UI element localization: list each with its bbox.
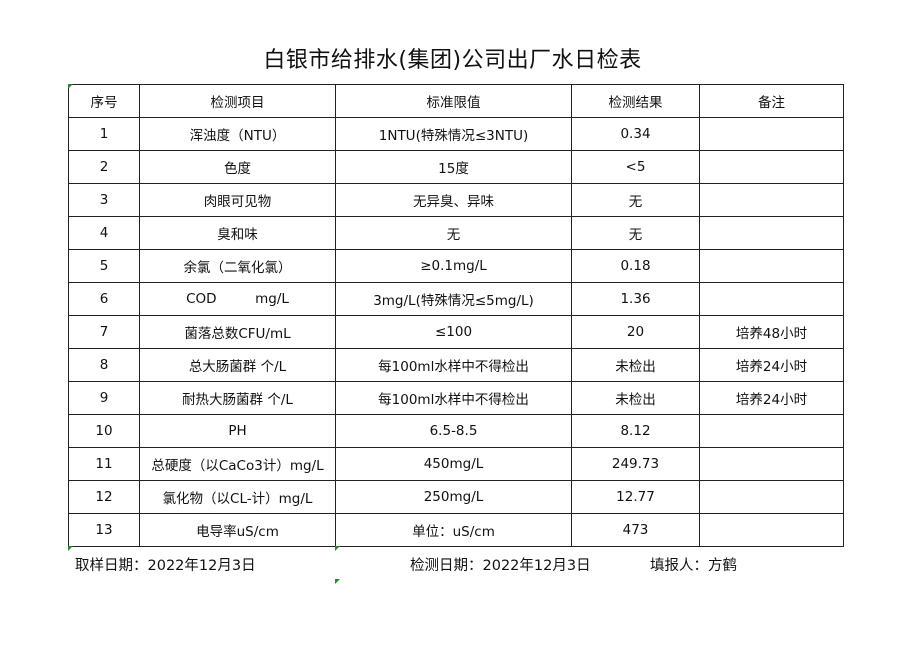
cell-remark <box>699 249 844 283</box>
cell-serial: 7 <box>68 315 140 349</box>
cell-standard: 450mg/L <box>335 447 572 481</box>
cell-remark <box>699 117 844 151</box>
cell-remark <box>699 183 844 217</box>
cell-standard: 6.5-8.5 <box>335 414 572 448</box>
cell-remark <box>699 447 844 481</box>
sample-date: 取样日期：2022年12月3日 <box>75 558 256 574</box>
cell-result: 0.18 <box>571 249 700 283</box>
header-result: 检测结果 <box>571 84 700 118</box>
cell-result: 未检出 <box>571 348 700 382</box>
cell-serial: 3 <box>68 183 140 217</box>
cell-result: 无 <box>571 216 700 250</box>
cell-standard: ≥0.1mg/L <box>335 249 572 283</box>
cell-item: 肉眼可见物 <box>139 183 336 217</box>
table-row: 11 总硬度（以CaCo3计）mg/L 450mg/L 249.73 <box>68 447 844 481</box>
cell-item: PH <box>139 414 336 448</box>
cell-item: 余氯（二氧化氯） <box>139 249 336 283</box>
header-row: 序号 检测项目 标准限值 检测结果 备注 <box>68 84 844 118</box>
cell-serial: 10 <box>68 414 140 448</box>
cell-standard: 1NTU(特殊情况≤3NTU) <box>335 117 572 151</box>
table-row: 8 总大肠菌群 个/L 每100ml水样中不得检出 未检出 培养24小时 <box>68 348 844 382</box>
cell-serial: 12 <box>68 480 140 514</box>
cell-remark <box>699 216 844 250</box>
cell-item: 总大肠菌群 个/L <box>139 348 336 382</box>
table-row: 2 色度 15度 <5 <box>68 150 844 184</box>
cell-item: 臭和味 <box>139 216 336 250</box>
header-serial: 序号 <box>68 84 140 118</box>
cell-standard: 3mg/L(特殊情况≤5mg/L) <box>335 282 572 316</box>
table-row: 9 耐热大肠菌群 个/L 每100ml水样中不得检出 未检出 培养24小时 <box>68 381 844 415</box>
cell-remark <box>699 282 844 316</box>
cell-standard: ≤100 <box>335 315 572 349</box>
cell-standard: 每100ml水样中不得检出 <box>335 381 572 415</box>
cell-result: 473 <box>571 513 700 547</box>
cell-item: 菌落总数CFU/mL <box>139 315 336 349</box>
cell-remark <box>699 414 844 448</box>
cell-result: 8.12 <box>571 414 700 448</box>
cell-item: 耐热大肠菌群 个/L <box>139 381 336 415</box>
cell-standard: 无 <box>335 216 572 250</box>
cell-serial: 13 <box>68 513 140 547</box>
cell-result: 无 <box>571 183 700 217</box>
cell-serial: 8 <box>68 348 140 382</box>
cell-result: 12.77 <box>571 480 700 514</box>
header-standard: 标准限值 <box>335 84 572 118</box>
table-row: 10 PH 6.5-8.5 8.12 <box>68 414 844 448</box>
cell-item: 电导率uS/cm <box>139 513 336 547</box>
table-row: 1 浑浊度（NTU） 1NTU(特殊情况≤3NTU) 0.34 <box>68 117 844 151</box>
table-row: 7 菌落总数CFU/mL ≤100 20 培养48小时 <box>68 315 844 349</box>
cell-standard: 250mg/L <box>335 480 572 514</box>
cell-marker-icon <box>335 546 340 551</box>
cell-item: 色度 <box>139 150 336 184</box>
cell-remark <box>699 150 844 184</box>
reporter: 填报人：方鹤 <box>650 558 737 574</box>
cell-remark: 培养48小时 <box>699 315 844 349</box>
cell-item: 总硬度（以CaCo3计）mg/L <box>139 447 336 481</box>
cell-serial: 11 <box>68 447 140 481</box>
cell-serial: 5 <box>68 249 140 283</box>
cell-marker-icon <box>335 579 340 584</box>
cell-item: 氯化物（以CL-计）mg/L <box>139 480 336 514</box>
cell-item: 浑浊度（NTU） <box>139 117 336 151</box>
cell-standard: 每100ml水样中不得检出 <box>335 348 572 382</box>
cell-serial: 9 <box>68 381 140 415</box>
cell-marker-icon <box>68 546 73 551</box>
cell-remark: 培养24小时 <box>699 381 844 415</box>
cell-marker-icon <box>68 84 73 89</box>
table-row: 6 COD mg/L 3mg/L(特殊情况≤5mg/L) 1.36 <box>68 282 844 316</box>
cell-result: 未检出 <box>571 381 700 415</box>
cell-serial: 2 <box>68 150 140 184</box>
cell-result: 20 <box>571 315 700 349</box>
cell-result: <5 <box>571 150 700 184</box>
cell-standard: 无异臭、异味 <box>335 183 572 217</box>
header-item: 检测项目 <box>139 84 336 118</box>
table-row: 13 电导率uS/cm 单位：uS/cm 473 <box>68 513 844 547</box>
inspection-table: 序号 检测项目 标准限值 检测结果 备注 1 浑浊度（NTU） 1NTU(特殊情况≤3NTU)… <box>68 84 844 547</box>
cell-item: COD mg/L <box>139 282 336 316</box>
cell-serial: 4 <box>68 216 140 250</box>
header-remark: 备注 <box>699 84 844 118</box>
cell-standard: 单位：uS/cm <box>335 513 572 547</box>
cell-result: 249.73 <box>571 447 700 481</box>
cell-remark <box>699 513 844 547</box>
table-row: 5 余氯（二氧化氯） ≥0.1mg/L 0.18 <box>68 249 844 283</box>
cell-serial: 1 <box>68 117 140 151</box>
cell-remark <box>699 480 844 514</box>
cell-serial: 6 <box>68 282 140 316</box>
table-row: 12 氯化物（以CL-计）mg/L 250mg/L 12.77 <box>68 480 844 514</box>
cell-result: 0.34 <box>571 117 700 151</box>
cell-remark: 培养24小时 <box>699 348 844 382</box>
table-row: 3 肉眼可见物 无异臭、异味无 <box>68 183 844 217</box>
cell-standard: 15度 <box>335 150 572 184</box>
page-title: 白银市给排水(集团)公司出厂水日检表 <box>263 48 642 73</box>
table-row: 4 臭和味无无 <box>68 216 844 250</box>
cell-result: 1.36 <box>571 282 700 316</box>
test-date: 检测日期：2022年12月3日 <box>410 558 591 574</box>
